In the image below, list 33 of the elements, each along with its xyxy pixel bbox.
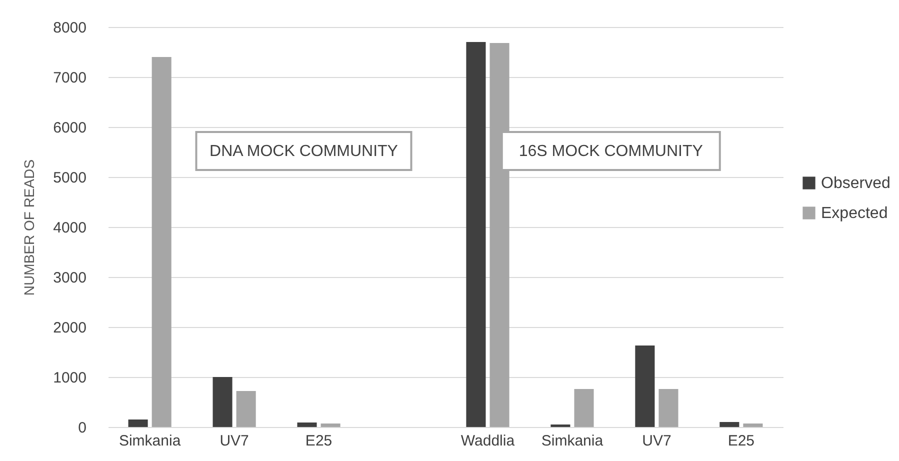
- bar: [320, 424, 340, 427]
- x-tick-label: E25: [728, 432, 755, 450]
- annotation: 16S MOCK COMMUNITY: [518, 143, 704, 160]
- x-tick-label: Waddlia: [460, 432, 516, 450]
- y-tick-label: 6000: [53, 120, 86, 136]
- y-tick-label: 5000: [53, 170, 86, 186]
- y-tick-label: 7000: [53, 70, 86, 86]
- bar: [212, 377, 232, 427]
- annotation: DNA MOCK COMMUNITY: [210, 143, 398, 160]
- bar: [152, 57, 172, 427]
- bar: [720, 422, 740, 427]
- y-tick-label: 1000: [53, 370, 86, 386]
- legend-label: Observed: [821, 175, 890, 192]
- x-tick-label: UV7: [642, 432, 672, 450]
- bar: [128, 420, 148, 427]
- y-tick-label: 8000: [53, 20, 86, 36]
- x-tick-label: UV7: [220, 432, 249, 450]
- bar: [236, 391, 256, 427]
- y-tick-label: 3000: [53, 270, 86, 286]
- x-tick-label: Simkania: [118, 432, 182, 450]
- bar: [635, 346, 655, 427]
- bar: [743, 424, 763, 427]
- bar: [574, 389, 594, 427]
- bar: [466, 42, 486, 427]
- y-tick-label: 2000: [53, 320, 86, 336]
- bar: [297, 422, 317, 427]
- x-tick-label: Simkania: [541, 432, 604, 450]
- y-axis-title: NUMBER OF READS: [21, 159, 38, 296]
- y-tick-label: 4000: [53, 220, 86, 236]
- y-tick-label: 0: [78, 420, 86, 436]
- legend-label: Expected: [821, 205, 888, 222]
- bar: [658, 389, 678, 427]
- x-tick-label: E25: [305, 432, 332, 450]
